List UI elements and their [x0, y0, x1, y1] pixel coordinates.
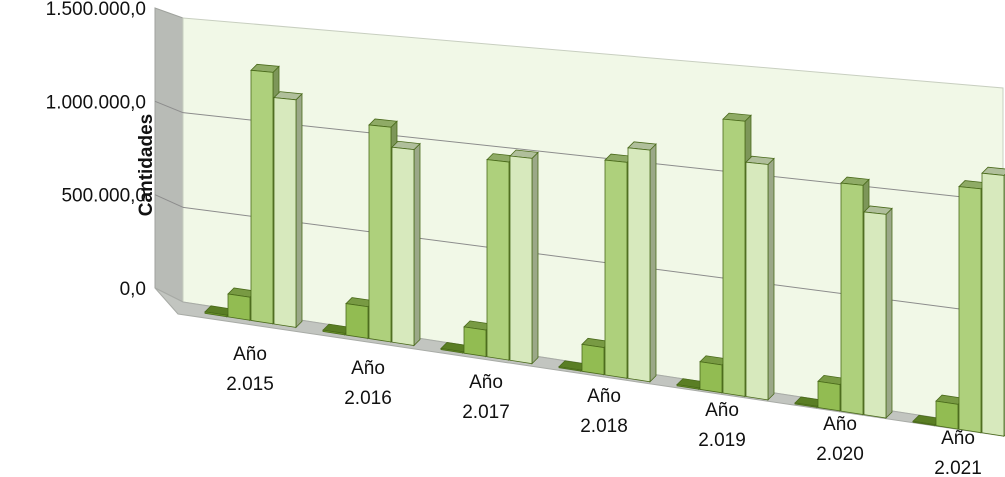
bar — [745, 155, 775, 401]
side-wall — [154, 7, 184, 303]
bar-front — [794, 402, 818, 408]
x-category-label-line: Año — [233, 344, 267, 365]
y-tick-label: 500.000,0 — [61, 186, 146, 207]
bar-front — [627, 147, 651, 383]
x-category-label: Año 2.017 — [462, 372, 510, 423]
bar-front — [912, 420, 936, 427]
bar-front — [745, 161, 769, 401]
y-axis-title: Cantidades — [136, 114, 157, 216]
bar — [509, 149, 539, 365]
x-category-label: Año 2.020 — [816, 414, 864, 465]
bar-front — [391, 146, 415, 346]
bar-side — [767, 157, 775, 401]
x-category-label: Año 2.021 — [934, 428, 982, 477]
bar-front — [558, 366, 582, 372]
bar-front — [345, 303, 369, 339]
x-category-label-line: 2.016 — [344, 388, 392, 409]
bar — [204, 305, 234, 318]
bars — [204, 63, 1005, 438]
bar-front — [581, 343, 605, 376]
x-category-labels: Año 2.015 Año 2.016 Año 2.017 Año 2.018 Año 2.019… — [226, 344, 982, 477]
bar-front — [486, 159, 510, 361]
x-category-label-line: Año — [351, 358, 385, 379]
bar-front — [227, 293, 251, 321]
bar-side — [649, 143, 657, 383]
x-category-label-line: 2.019 — [698, 430, 746, 451]
bar-front — [322, 329, 346, 336]
x-category-label-line: Año — [705, 400, 739, 421]
bar-side — [295, 92, 303, 329]
x-category-label-line: Año — [823, 414, 857, 435]
bar — [273, 91, 303, 329]
bar-front — [699, 361, 723, 394]
bar-front — [368, 124, 392, 343]
bar — [863, 205, 893, 419]
gridline-side — [154, 100, 184, 114]
bar-front — [722, 118, 746, 397]
bar-side — [531, 151, 539, 365]
y-tick-label: 1.000.000,0 — [46, 92, 146, 113]
bar-front — [440, 347, 464, 354]
x-category-label-line: 2.015 — [226, 374, 274, 395]
bar — [391, 140, 421, 347]
bar-front — [840, 182, 864, 415]
x-category-label-line: Año — [587, 386, 621, 407]
bar-front — [273, 97, 297, 328]
bar-front — [604, 159, 628, 379]
x-category-label: Año 2.019 — [698, 400, 746, 451]
bar-front — [817, 380, 841, 412]
bar — [981, 166, 1005, 438]
bar-front — [204, 311, 228, 318]
bar-front — [509, 155, 533, 365]
bar-front — [250, 69, 274, 325]
bar-side — [885, 207, 893, 419]
x-category-label: Año 2.018 — [580, 386, 628, 437]
x-category-label: Año 2.015 — [226, 344, 274, 395]
x-category-label-line: 2.018 — [580, 416, 628, 437]
bar-front — [981, 172, 1005, 437]
bar-side — [413, 142, 421, 347]
x-category-label-line: 2.020 — [816, 444, 864, 465]
bar-front — [958, 186, 982, 434]
y-tick-label: 0,0 — [120, 279, 146, 300]
x-category-label-line: 2.017 — [462, 402, 510, 423]
bar — [627, 141, 657, 383]
bar-front — [863, 211, 887, 419]
gridline-side — [154, 194, 184, 208]
y-tick-label: 1.500.000,0 — [46, 0, 146, 20]
x-category-label-line: Año — [941, 428, 975, 449]
bar-front — [935, 400, 959, 430]
x-category-label: Año 2.016 — [344, 358, 392, 409]
bar-front — [463, 326, 487, 358]
x-category-label-line: Año — [469, 372, 503, 393]
x-category-label-line: 2.021 — [934, 458, 982, 477]
y-tick-labels: 0,0 500.000,0 1.000.000,0 1.500.000,0 — [46, 0, 146, 300]
bar-front — [676, 384, 700, 390]
